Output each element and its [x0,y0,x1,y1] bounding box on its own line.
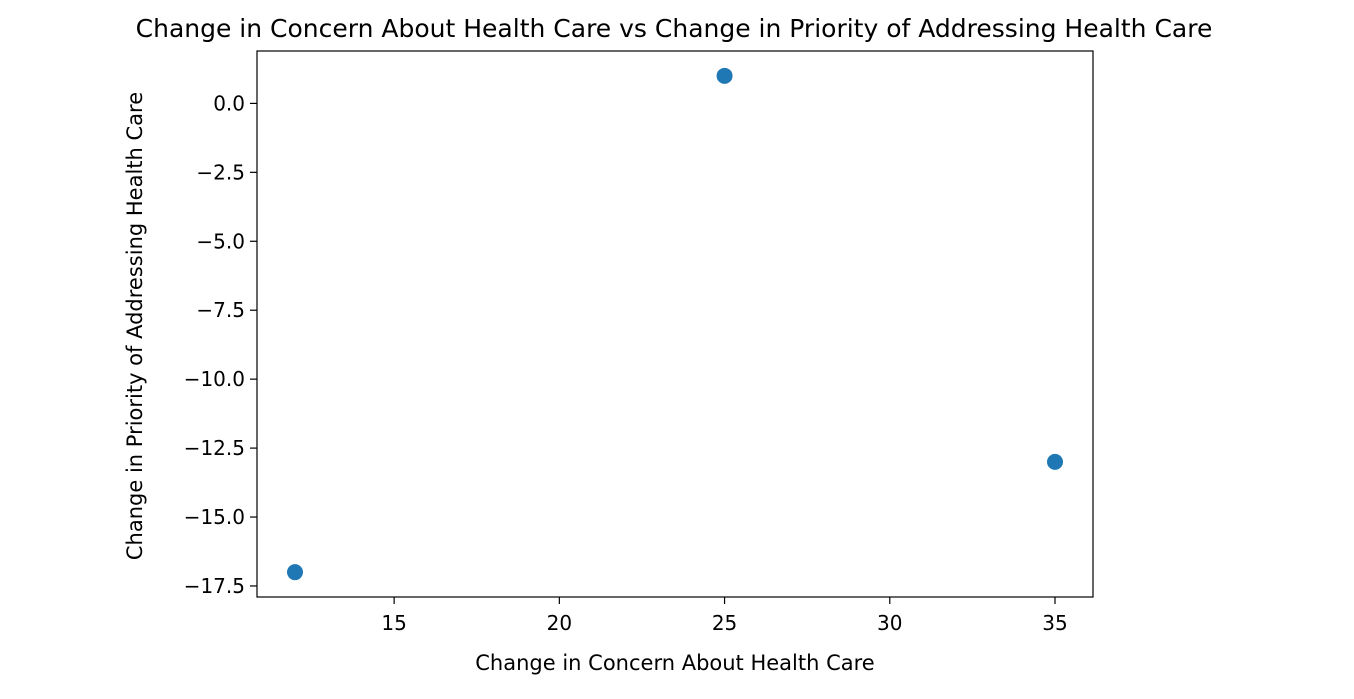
data-point [1047,453,1063,470]
y-tick-label: −7.5 [196,298,245,322]
y-axis-label: Change in Priority of Addressing Health … [123,92,147,560]
y-tick-label: −17.5 [184,574,245,598]
y-tick-label: −12.5 [184,436,245,460]
y-tick-label: −15.0 [184,505,245,529]
y-tick-label: −5.0 [196,229,245,253]
x-axis-label: Change in Concern About Health Care [475,651,874,675]
x-tick-label: 30 [877,611,902,635]
y-tick-label: −2.5 [196,160,245,184]
x-tick-label: 20 [547,611,572,635]
data-points [287,67,1063,581]
axes-frame [256,50,1094,598]
data-point [287,564,303,581]
y-tick-label: −10.0 [184,367,245,391]
x-axis: 15 20 25 30 35 [381,597,1068,635]
chart-title: Change in Concern About Health Care vs C… [136,14,1213,43]
x-tick-label: 25 [712,611,737,635]
data-point [716,67,733,84]
x-tick-label: 35 [1042,611,1067,635]
y-tick-label: 0.0 [213,91,245,115]
plot-area [256,50,1094,598]
x-tick-label: 15 [381,611,406,635]
y-axis: 0.0 −2.5 −5.0 −7.5 −10.0 −12.5 −15.0 −17.5 [184,91,257,598]
